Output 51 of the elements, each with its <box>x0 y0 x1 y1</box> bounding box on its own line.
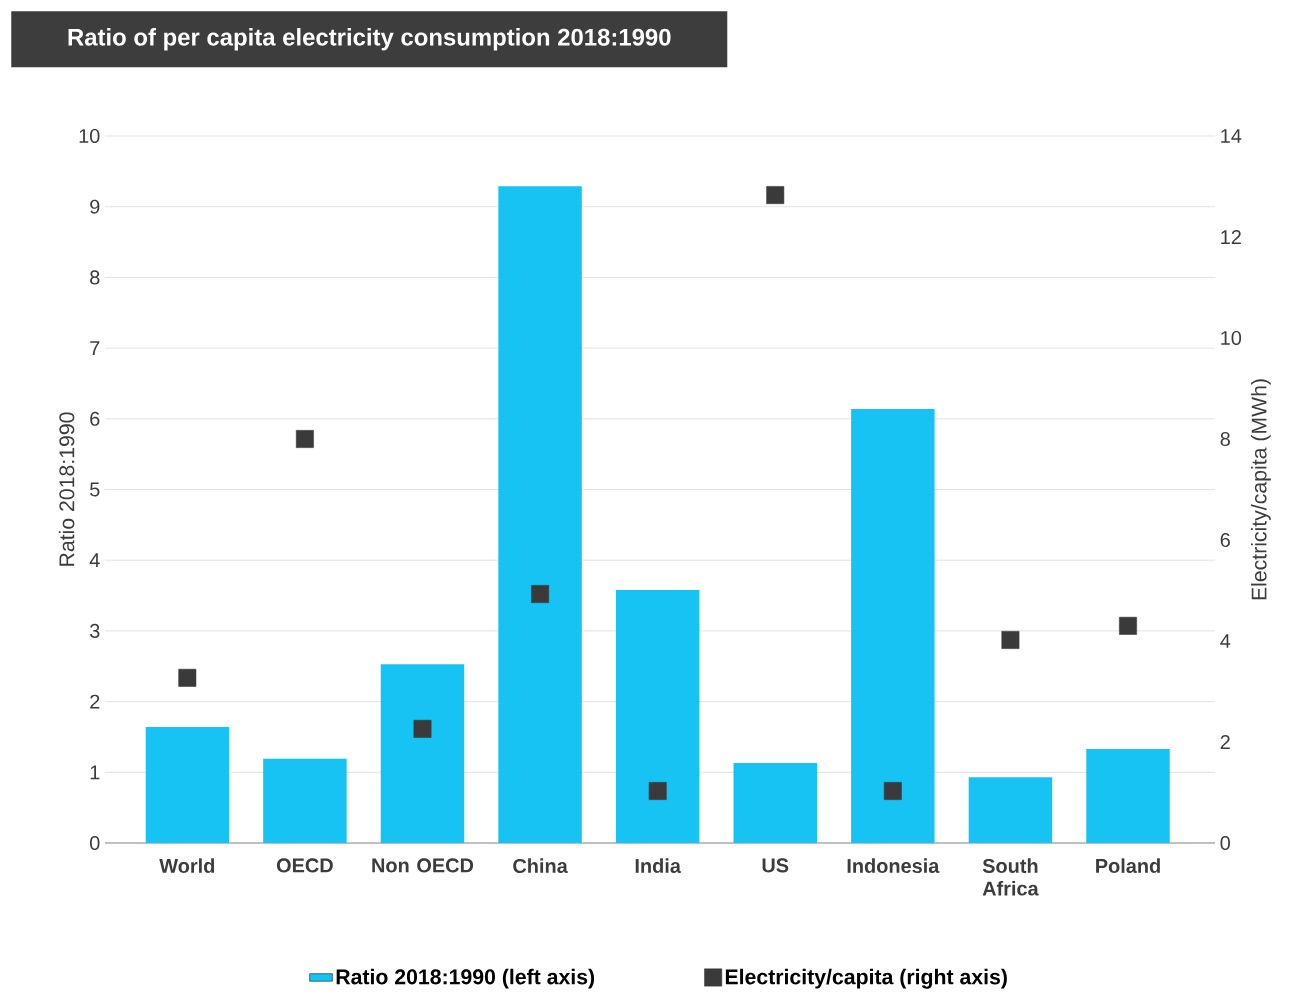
point <box>1001 631 1020 649</box>
legend-label: Ratio 2018:1990 (left axis) <box>336 968 595 989</box>
bar <box>145 727 230 843</box>
y-tick-label: 2 <box>90 694 100 709</box>
y2-tick-label: 6 <box>1220 532 1230 548</box>
x-tick-label: OECD <box>276 858 333 873</box>
y2-axis-title: Electricity/capita (MWh) <box>1251 379 1271 600</box>
x-tick-label: India <box>635 858 682 873</box>
x-tick-label: US <box>762 858 789 873</box>
y-tick-label: 9 <box>90 199 100 214</box>
x-tick-label: Non OECD <box>372 858 474 873</box>
bar <box>851 408 935 843</box>
y2-tick-label: 2 <box>1220 735 1230 749</box>
x-tick-label: China <box>513 858 568 873</box>
y2-tick-label: 4 <box>1220 634 1231 648</box>
y-tick-label: 6 <box>90 411 100 426</box>
bar <box>498 186 582 843</box>
y-tick-label: 8 <box>90 270 100 285</box>
x-tick-label: Indonesia <box>847 858 940 873</box>
bar <box>1086 748 1170 843</box>
y-axis-title: Ratio 2018:1990 <box>58 412 75 566</box>
point <box>531 585 550 603</box>
x-tick-label: World <box>159 858 215 873</box>
y2-tick-label: 8 <box>1220 431 1230 447</box>
point <box>295 430 314 448</box>
y-tick-label: 3 <box>89 623 100 638</box>
y-tick-label: 4 <box>89 553 100 568</box>
point <box>1119 616 1137 635</box>
bar <box>380 664 465 843</box>
bar <box>733 763 817 843</box>
y2-tick-label: 14 <box>1221 129 1242 143</box>
bar <box>615 589 700 843</box>
y-tick-label: 0 <box>90 835 100 851</box>
point <box>648 782 667 800</box>
bar <box>968 777 1053 843</box>
chart-title: Ratio of per capita electricity consumption 2018:1990 <box>68 28 671 51</box>
y2-tick-label: 12 <box>1221 230 1241 244</box>
legend-label: Electricity/capita (right axis) <box>725 968 1007 989</box>
x-tick-label: South Africa <box>982 858 1039 896</box>
y-tick-label: 10 <box>79 128 100 144</box>
bar <box>263 758 347 843</box>
y2-tick-label: 10 <box>1221 330 1242 346</box>
y-tick-label: 1 <box>90 765 100 780</box>
point <box>413 719 432 738</box>
y-tick-label: 5 <box>90 482 100 497</box>
point <box>178 668 197 687</box>
x-tick-label: Poland <box>1096 858 1160 873</box>
y2-tick-label: 0 <box>1220 835 1230 851</box>
y-tick-label: 7 <box>90 341 100 355</box>
point <box>766 186 785 205</box>
point <box>883 782 902 800</box>
